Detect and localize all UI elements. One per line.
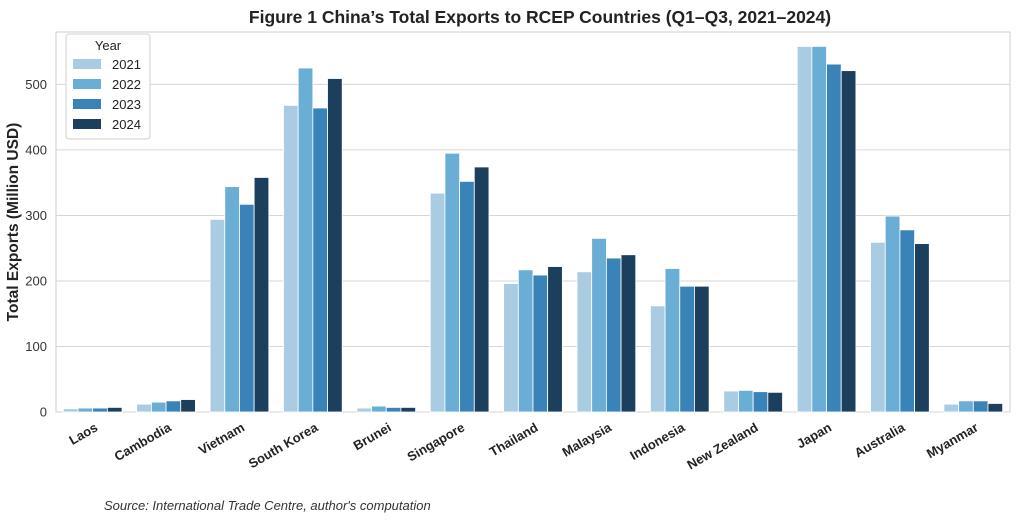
bar-vietnam-2023 (239, 203, 255, 413)
bar-thailand-2024 (547, 266, 563, 413)
legend-label: 2022 (112, 77, 141, 92)
y-tick-label: 100 (25, 339, 47, 354)
bar-japan-2022 (811, 46, 827, 413)
bar-japan-2023 (826, 63, 842, 413)
bar-australia-2024 (914, 243, 930, 413)
bar-singapore-2022 (444, 152, 461, 413)
bar-australia-2023 (899, 229, 916, 413)
bar-south-korea-2021 (283, 104, 299, 413)
bar-laos-2024 (106, 407, 123, 413)
bar-malaysia-2021 (576, 271, 593, 413)
bar-thailand-2022 (517, 269, 534, 413)
plot-area: 0 100 200 300 400 500 Laos Cambodia VietnamSout… (25, 31, 1011, 472)
x-tick-label: Vietnam (196, 420, 247, 458)
bar-malaysia-2024 (620, 254, 637, 413)
x-tick-label: Myanmar (924, 420, 981, 462)
x-tick-label: Laos (66, 420, 100, 448)
x-tick-label: South Korea (246, 419, 321, 471)
x-tick-label: Brunei (351, 420, 394, 454)
bar-thailand-2023 (532, 274, 549, 413)
y-axis-ticks: 0 100 200 300 400 500 (25, 77, 47, 420)
bar-vietnam-2022 (224, 186, 240, 413)
bar-japan-2021 (796, 46, 813, 413)
bar-new-zealand-2024 (767, 391, 783, 413)
bar-new-zealand-2022 (738, 389, 754, 413)
bar-malaysia-2023 (605, 257, 622, 413)
x-tick-label: Japan (794, 420, 834, 452)
bar-new-zealand-2023 (752, 391, 769, 413)
bar-cambodia-2024 (180, 399, 196, 413)
y-tick-label: 0 (40, 405, 47, 420)
x-tick-label: New Zealand (684, 420, 760, 473)
bar-new-zealand-2021 (723, 390, 739, 413)
x-tick-label: Malaysia (559, 419, 614, 459)
bar-cambodia-2022 (150, 401, 167, 413)
bar-singapore-2021 (429, 192, 446, 413)
legend-label: 2021 (112, 57, 141, 72)
legend-title: Year (95, 38, 122, 53)
bar-singapore-2023 (459, 180, 475, 413)
bar-brunei-2024 (400, 407, 416, 413)
legend: Year 2021 2022 2023 2024 (65, 33, 151, 140)
bar-indonesia-2024 (694, 285, 710, 413)
bar-myanmar-2021 (943, 403, 960, 413)
x-tick-label: Australia (852, 419, 908, 460)
y-tick-label: 300 (25, 208, 47, 223)
bar-indonesia-2022 (664, 268, 681, 413)
legend-swatch (73, 79, 101, 89)
bar-australia-2021 (870, 241, 886, 413)
bar-vietnam-2021 (209, 218, 226, 413)
bar-cambodia-2023 (165, 400, 182, 413)
legend-swatch (73, 59, 101, 69)
bar-singapore-2024 (473, 166, 490, 413)
bar-cambodia-2021 (136, 403, 152, 413)
source-note: Source: International Trade Centre, auth… (104, 498, 431, 513)
bar-thailand-2021 (503, 283, 519, 413)
legend-label: 2023 (112, 97, 141, 112)
bar-vietnam-2024 (253, 177, 270, 413)
bar-south-korea-2022 (297, 67, 314, 413)
y-axis-label: Total Exports (Million USD) (5, 123, 22, 322)
bar-myanmar-2024 (987, 403, 1004, 413)
y-tick-label: 500 (25, 77, 47, 92)
legend-items: 2021 2022 2023 2024 (73, 57, 141, 132)
bar-indonesia-2023 (679, 285, 695, 413)
x-tick-label: Cambodia (112, 419, 175, 464)
bar-myanmar-2023 (972, 400, 989, 413)
bar-indonesia-2021 (650, 305, 666, 413)
bar-japan-2024 (840, 70, 857, 413)
bar-south-korea-2024 (327, 78, 343, 413)
x-tick-label: Thailand (487, 420, 541, 460)
bar-australia-2022 (884, 215, 901, 413)
y-tick-label: 200 (25, 273, 47, 288)
bar-laos-2021 (62, 408, 79, 413)
chart-title: Figure 1 China’s Total Exports to RCEP C… (249, 7, 831, 27)
x-tick-label: Indonesia (627, 419, 688, 463)
bar-laos-2023 (92, 407, 108, 413)
legend-swatch (73, 99, 101, 109)
legend-swatch (73, 119, 101, 129)
y-tick-label: 400 (25, 142, 47, 157)
bar-brunei-2023 (385, 407, 402, 413)
bar-laos-2022 (77, 407, 94, 413)
bar-myanmar-2022 (958, 400, 974, 413)
legend-label: 2024 (112, 117, 141, 132)
bar-malaysia-2022 (591, 237, 607, 413)
bar-south-korea-2023 (312, 107, 328, 413)
bar-brunei-2022 (371, 405, 387, 413)
bar-brunei-2021 (356, 407, 372, 413)
bars (62, 46, 1004, 413)
x-tick-label: Singapore (405, 420, 468, 465)
